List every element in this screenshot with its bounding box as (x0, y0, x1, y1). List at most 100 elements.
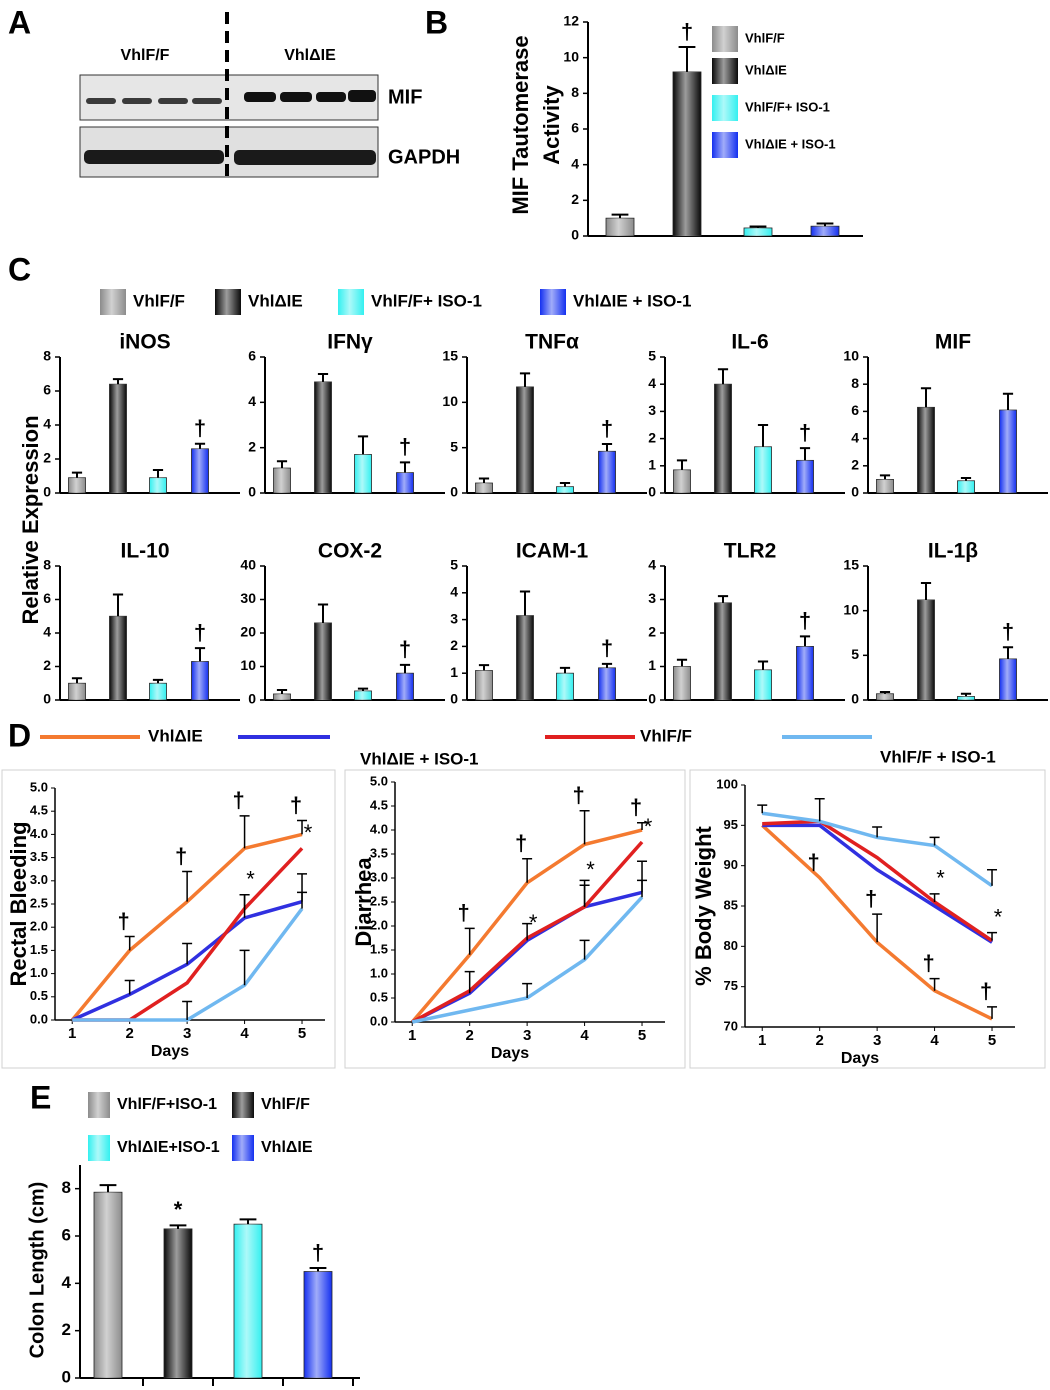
bar-shine (917, 407, 935, 493)
legend-swatch-shine (712, 26, 738, 52)
bar-shine (957, 480, 975, 493)
error-bar (799, 635, 811, 647)
legend-swatch-shine (712, 132, 738, 158)
y-tick-label: 5.0 (370, 773, 388, 788)
annotation: † (922, 950, 934, 975)
y-tick-label: 10 (563, 48, 579, 64)
annotation: † (572, 783, 584, 808)
error-bar (194, 647, 206, 662)
error-bar (99, 1184, 117, 1193)
error-bar (194, 442, 206, 449)
error-bar (239, 1218, 257, 1225)
y-tick-label: 2 (62, 1320, 71, 1339)
bar-shine (917, 599, 935, 700)
panel-title: TLR2 (724, 540, 777, 563)
annotation: † (194, 620, 206, 645)
error-bar (611, 213, 629, 219)
error-bar (872, 826, 883, 838)
annotation: † (399, 637, 411, 662)
y-tick-label: 6 (571, 120, 579, 136)
error-bar (879, 690, 891, 694)
error-bar (152, 678, 164, 684)
y-tick-label: 8 (851, 375, 859, 391)
y-tick-label: 2.5 (30, 895, 48, 910)
bar-shine (744, 227, 772, 236)
bar-shine (999, 658, 1017, 700)
legend-swatch-shine (215, 289, 241, 315)
legend-swatch-shine (100, 289, 126, 315)
annotation: † (799, 420, 811, 445)
y-tick-label: 0 (648, 691, 656, 707)
legend-label: VhlF/F (745, 30, 785, 45)
y-tick-label: 10 (442, 393, 458, 409)
y-tick-label: 6 (248, 348, 256, 364)
y-axis-label: Relative Expression (18, 415, 43, 624)
row-label: MIF (388, 86, 422, 108)
y-tick-label: 2 (648, 429, 656, 445)
bar-shine (396, 673, 414, 700)
error-bar (987, 1006, 998, 1019)
y-tick-label: 1.5 (370, 941, 388, 956)
bar-shine (396, 472, 414, 493)
bar-shine (598, 667, 616, 700)
y-tick-label: 0.5 (370, 989, 388, 1004)
y-tick-label: 0 (851, 691, 859, 707)
x-tick-label: 5 (298, 1025, 306, 1042)
y-tick-label: 6 (851, 402, 859, 418)
x-axis-label: Days (491, 1045, 529, 1062)
y-tick-label: 3 (648, 590, 656, 606)
y-tick-label: 0 (450, 691, 458, 707)
error-bar (717, 368, 729, 385)
bar-shine (673, 666, 691, 700)
y-axis-label: Activity (539, 85, 564, 165)
error-bar (579, 884, 590, 907)
y-axis-label: MIF Tautomerase (508, 35, 533, 214)
bar-shine (354, 454, 372, 493)
y-axis-label: Colon Length (cm) (26, 1182, 48, 1359)
annotation: * (529, 910, 538, 935)
error-bar (1002, 392, 1014, 411)
bar-shine (811, 226, 839, 236)
error-bar (920, 387, 932, 408)
legend-swatch-shine (712, 95, 738, 121)
bar-shine (606, 218, 634, 236)
legend-label: VhlΔIE (248, 291, 303, 310)
legend-label: VhlΔIE + ISO-1 (573, 291, 692, 310)
error-bar (182, 942, 193, 965)
bar-shine (68, 683, 86, 700)
x-tick-label: 3 (873, 1032, 881, 1049)
error-bar (112, 593, 124, 617)
y-tick-label: 8 (571, 84, 579, 100)
annotation: † (601, 636, 613, 661)
error-bar (960, 477, 972, 481)
bar-shine (475, 670, 493, 700)
y-tick-label: 2.5 (370, 893, 388, 908)
y-tick-label: 0 (851, 484, 859, 500)
error-bar (579, 939, 590, 960)
x-tick-label: 4 (240, 1025, 249, 1042)
error-bar (152, 469, 164, 478)
panel-frame (344, 769, 686, 1069)
error-bar (297, 819, 308, 835)
y-tick-label: 6 (62, 1225, 71, 1244)
legend-label: VhlΔIE + ISO-1 (745, 136, 836, 151)
y-tick-label: 0 (450, 484, 458, 500)
bar-shine (957, 696, 975, 700)
annotation: † (980, 979, 992, 1004)
y-tick-label: 4 (62, 1273, 72, 1292)
annotation: * (246, 867, 255, 892)
error-bar (799, 447, 811, 461)
error-bar (239, 815, 250, 849)
annotation: * (174, 1197, 183, 1222)
western-blot: A VhlF/F VhlΔIE MIF GAPDH (8, 4, 460, 180)
y-tick-label: 100 (716, 776, 738, 791)
y-tick-label: 4.0 (30, 826, 48, 841)
bar-shine (94, 1192, 122, 1378)
y-tick-label: 4 (43, 624, 51, 640)
line (762, 823, 993, 944)
annotation: † (601, 416, 613, 441)
error-bar (637, 822, 648, 830)
error-bar (601, 443, 613, 452)
x-tick-label: 5 (988, 1032, 996, 1049)
bar-shine (149, 477, 167, 493)
